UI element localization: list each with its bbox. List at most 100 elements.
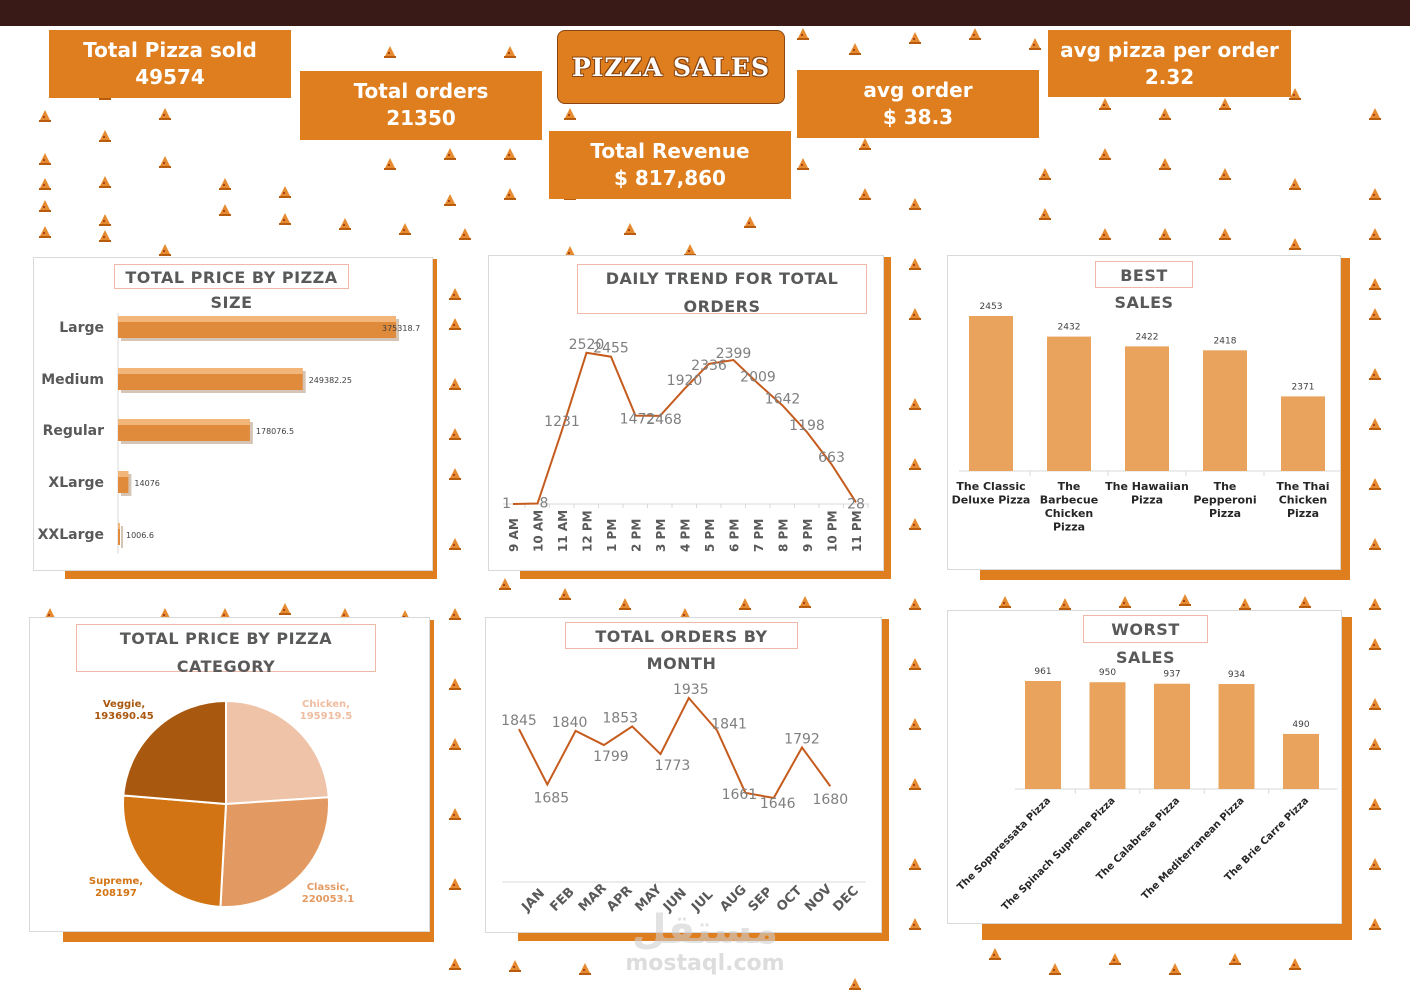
pizza-slice-icon <box>1039 208 1051 220</box>
data-label: 934 <box>1228 670 1245 680</box>
pizza-topping <box>1243 604 1245 606</box>
pizza-slice-icon <box>1369 598 1381 610</box>
pizza-slice-icon <box>1369 638 1381 650</box>
pizza-slice-icon <box>1369 798 1381 810</box>
pizza-slice-body <box>1370 368 1380 378</box>
data-label: 1799 <box>593 749 629 765</box>
pizza-slice-icon <box>99 130 111 142</box>
x-tick-label: The Classic Deluxe Pizza <box>952 480 1031 507</box>
pizza-slice-icon <box>909 858 921 870</box>
data-label: 14076 <box>134 479 159 488</box>
pizza-slice-body <box>40 178 50 188</box>
pizza-slice-icon <box>219 178 231 190</box>
data-label: 1661 <box>722 787 758 803</box>
pizza-slice-icon <box>99 214 111 226</box>
pizza-topping <box>1223 174 1225 176</box>
kpi-value: $ 817,860 <box>614 166 726 190</box>
pizza-slice-icon <box>684 244 696 256</box>
pizza-slice-body <box>620 598 630 608</box>
chart-card-size: Large 375318.7 Medium 249382.25 Regular 17807… <box>33 257 433 571</box>
chart-title: TOTAL PRICE BY PIZZA CATEGORY <box>76 624 376 676</box>
pizza-topping <box>1163 114 1165 116</box>
pizza-topping <box>1373 924 1375 926</box>
data-label: 2009 <box>740 369 776 385</box>
pizza-slice-body <box>1160 108 1170 118</box>
pizza-slice-icon <box>1369 188 1381 200</box>
pizza-topping <box>863 144 865 146</box>
pizza-slice-icon <box>909 718 921 730</box>
data-label: 1642 <box>765 391 801 407</box>
pizza-topping <box>1373 194 1375 196</box>
series-line <box>518 696 832 800</box>
pizza-topping <box>453 814 455 816</box>
pizza-topping <box>913 524 915 526</box>
pizza-slice-body <box>1160 158 1170 168</box>
pizza-topping <box>283 219 285 221</box>
pizza-slice-icon <box>449 678 461 690</box>
pizza-topping <box>43 184 45 186</box>
pizza-topping <box>1373 744 1375 746</box>
pizza-slice-icon <box>1369 228 1381 240</box>
pie-slice <box>225 699 330 806</box>
pizza-slice-icon <box>449 318 461 330</box>
pizza-topping <box>453 884 455 886</box>
pizza-slice-icon <box>39 110 51 122</box>
pizza-slice-icon <box>1369 918 1381 930</box>
pizza-slice-icon <box>579 963 591 975</box>
pizza-slice-icon <box>1109 953 1121 965</box>
x-tick-label: 11 AM <box>556 510 570 552</box>
pizza-topping <box>453 294 455 296</box>
pizza-topping <box>853 49 855 51</box>
data-label: 178076.5 <box>256 427 294 436</box>
pizza-slice-body <box>450 878 460 888</box>
pizza-slice-body <box>1370 478 1380 488</box>
pizza-slice-icon <box>159 108 171 120</box>
pizza-topping <box>1043 214 1045 216</box>
data-label: 28 <box>847 496 865 512</box>
pizza-topping <box>163 162 165 164</box>
pizza-slice-icon <box>909 918 921 930</box>
pizza-slice-body <box>280 603 290 613</box>
pizza-slice-icon <box>99 230 111 242</box>
kpi-total-revenue: Total Revenue $ 817,860 <box>549 131 791 199</box>
pizza-topping <box>1373 604 1375 606</box>
chart-card-category: Chicken, 195919.5 Classic, 220053.1 Supreme,… <box>29 617 430 932</box>
pizza-topping <box>1373 424 1375 426</box>
pizza-slice-body <box>1030 38 1040 48</box>
pizza-slice-icon <box>1219 228 1231 240</box>
pizza-slice-icon <box>859 188 871 200</box>
pizza-slice-body <box>1290 178 1300 188</box>
data-label: 490 <box>1292 720 1309 730</box>
pizza-slice-body <box>1100 148 1110 158</box>
pizza-slice-icon <box>1369 538 1381 550</box>
pizza-slice-icon <box>1039 168 1051 180</box>
pizza-topping <box>163 614 165 616</box>
pizza-topping <box>913 924 915 926</box>
pizza-slice-body <box>1370 228 1380 238</box>
pizza-slice-body <box>1120 596 1130 606</box>
pizza-topping <box>163 250 165 252</box>
chart-title: BEST SALES <box>1095 261 1193 312</box>
data-label: 2468 <box>646 412 682 428</box>
pizza-slice-body <box>280 186 290 196</box>
pizza-slice-body <box>1230 953 1240 963</box>
x-tick-label: 9 PM <box>801 519 815 552</box>
pizza-slice-icon <box>1289 88 1301 100</box>
pizza-topping <box>1103 104 1105 106</box>
pizza-slice-body <box>1370 738 1380 748</box>
pizza-topping <box>1103 154 1105 156</box>
pizza-slice-icon <box>797 158 809 170</box>
data-label: 1841 <box>711 717 747 733</box>
data-label: 961 <box>1034 667 1051 677</box>
pizza-topping <box>453 434 455 436</box>
y-tick-label: Large <box>59 320 104 336</box>
pizza-slice-body <box>910 658 920 668</box>
x-tick-label: The Pepperoni Pizza <box>1193 480 1256 520</box>
x-tick-label: MAR <box>576 881 610 915</box>
pizza-slice-icon <box>449 378 461 390</box>
pizza-slice-body <box>1220 228 1230 238</box>
pizza-slice-icon <box>1099 148 1111 160</box>
pizza-slice-body <box>860 188 870 198</box>
pizza-slice-body <box>450 378 460 388</box>
pizza-topping <box>453 544 455 546</box>
